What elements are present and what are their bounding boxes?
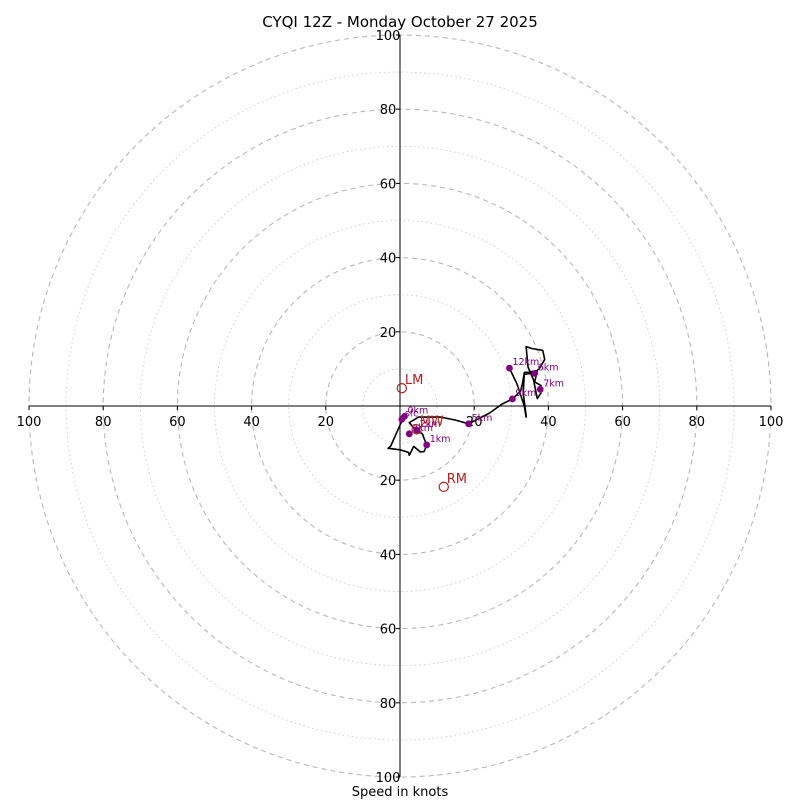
axes <box>29 35 771 777</box>
x-tick-label: 40 <box>540 415 557 430</box>
y-tick-label: 100 <box>376 771 401 786</box>
y-tick-label: 60 <box>380 623 397 638</box>
storm-motion-label: MW <box>420 414 444 429</box>
x-tick-label: 60 <box>169 415 186 430</box>
height-marker-label: 6km <box>538 362 559 373</box>
height-marker-point <box>506 364 513 372</box>
height-marker-label: sfc <box>405 408 419 419</box>
height-marker-point <box>413 426 421 434</box>
x-tick-label: 80 <box>689 415 706 430</box>
storm-motion-label: LM <box>405 373 423 388</box>
height-marker-point <box>509 395 516 403</box>
height-marker-label: 2km <box>420 419 441 430</box>
storm-motion-point <box>411 424 422 435</box>
y-tick-label: 20 <box>380 474 397 489</box>
height-marker-point <box>423 441 431 449</box>
y-tick-label: 80 <box>380 697 397 712</box>
x-tick-label: 20 <box>318 415 335 430</box>
y-tick-label: 60 <box>380 177 397 192</box>
height-marker-label: 0km <box>407 405 428 416</box>
storm-motion-label: RM <box>447 472 467 487</box>
height-marker-point <box>401 412 408 420</box>
x-tick-label: 100 <box>17 415 42 430</box>
height-marker-point <box>536 385 544 393</box>
height-marker-label: 12km <box>512 357 539 368</box>
chart-title: CYQI 12Z - Monday October 27 2025 <box>262 13 538 31</box>
y-tick-label: 80 <box>380 103 397 118</box>
height-marker-point <box>531 369 539 377</box>
storm-motion-point <box>438 481 449 493</box>
height-marker-point <box>405 430 413 438</box>
height-marker-label: 3km <box>412 423 433 434</box>
height-marker-label: 5km <box>472 413 493 424</box>
y-tick-label: 100 <box>376 29 401 44</box>
storm-motion-markers: LM MW RM <box>396 373 467 493</box>
x-tick-label: 60 <box>614 415 631 430</box>
x-tick-label: 40 <box>243 415 260 430</box>
storm-motion-point <box>396 382 408 394</box>
height-marker-label: 7km <box>543 378 564 389</box>
y-tick-label: 40 <box>380 548 397 563</box>
x-axis-label: Speed in knots <box>352 785 449 800</box>
height-marker-label: 9km <box>515 388 536 399</box>
y-tick-label: 40 <box>380 252 397 267</box>
height-marker-point <box>465 420 473 428</box>
y-tick-label: 20 <box>380 326 397 341</box>
x-tick-label: 80 <box>95 415 112 430</box>
height-marker-label: 1km <box>430 434 451 445</box>
x-tick-label: 100 <box>759 415 784 430</box>
